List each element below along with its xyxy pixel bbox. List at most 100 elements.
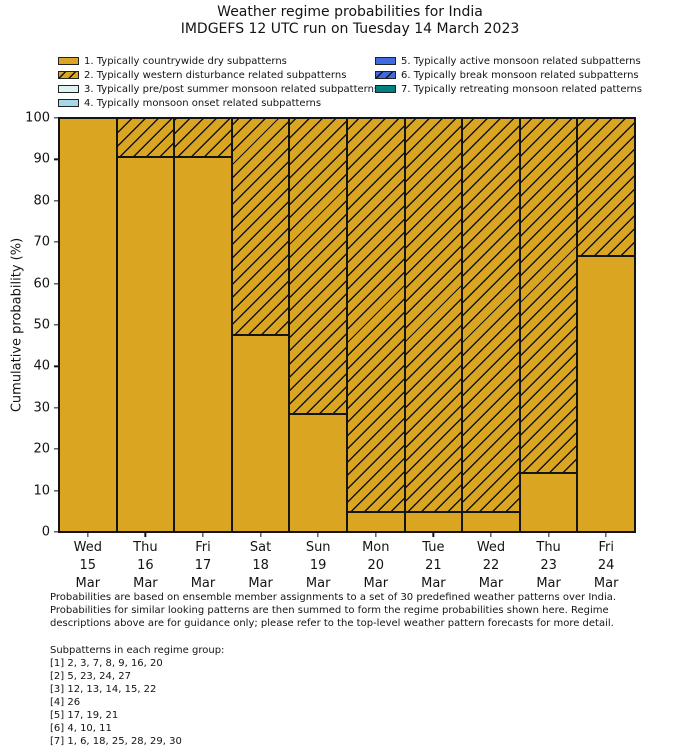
x-tick-label-day: Thu <box>133 540 158 555</box>
legend-item-6: 6. Typically break monsoon related subpa… <box>375 68 642 82</box>
legend-label-7: 7. Typically retreating monsoon related … <box>401 83 642 95</box>
x-tick-label-month: Mar <box>133 576 158 591</box>
x-tick-mark <box>259 532 262 537</box>
y-tick-label-70: 70 <box>33 234 50 250</box>
bar-segment-regime-2 <box>116 118 175 158</box>
plot-area: Wed 15 Mar Thu 16 Mar Fri 17 Mar Sat 18 Mar Sun 19 Mar… <box>25 111 636 591</box>
y-tick-label-100: 100 <box>25 110 50 126</box>
y-axis-title: Cumulative probability (%) <box>9 237 25 413</box>
chart-title: Weather regime probabilities for India I… <box>0 4 700 38</box>
legend-swatch-4-icon <box>58 99 79 107</box>
legend-label-1: 1. Typically countrywide dry subpatterns <box>84 55 287 67</box>
subpatterns-row-3: [3] 12, 13, 14, 15, 22 <box>50 684 157 695</box>
legend-column-2: 5. Typically active monsoon related subp… <box>375 54 642 96</box>
subpatterns-row-4: [4] 26 <box>50 697 81 708</box>
legend-column-1: 1. Typically countrywide dry subpatterns… <box>58 54 379 110</box>
bar-sat-18 <box>231 118 290 532</box>
bar-segment-regime-2 <box>347 118 405 513</box>
x-tick-label-wed-15: Wed 15 Mar <box>59 539 117 593</box>
bar-segment-regime-2 <box>519 118 578 473</box>
y-tick-mark <box>54 282 59 285</box>
x-tick-label-month: Mar <box>248 576 273 591</box>
x-tick-mark <box>605 532 607 537</box>
x-tick-label-date: 17 <box>194 558 212 573</box>
y-tick-label-10: 10 <box>33 483 50 499</box>
x-tick-mark <box>547 532 550 537</box>
x-tick-label-date: 18 <box>252 558 269 573</box>
y-tick-label-30: 30 <box>33 400 50 416</box>
legend-label-4: 4. Typically monsoon onset related subpa… <box>84 97 322 109</box>
y-tick-label-90: 90 <box>33 151 50 167</box>
x-tick-mark <box>87 532 89 537</box>
subpatterns-row-6: [6] 4, 10, 11 <box>50 723 112 734</box>
bar-segment-regime-2 <box>289 118 347 414</box>
subpatterns-row-7: [7] 1, 6, 18, 25, 28, 29, 30 <box>50 736 182 747</box>
x-tick-label-day: Mon <box>362 540 390 555</box>
bar-segment-regime-2 <box>174 118 232 158</box>
y-tick-mark <box>54 365 59 368</box>
x-tick-label-day: Sat <box>249 540 272 555</box>
x-tick-label-date: 15 <box>79 558 97 573</box>
subpatterns-row-5: [5] 17, 19, 21 <box>50 710 119 721</box>
legend-item-5: 5. Typically active monsoon related subp… <box>375 54 642 68</box>
legend-label-6: 6. Typically break monsoon related subpa… <box>401 69 639 81</box>
y-tick-mark <box>54 241 59 243</box>
bar-segment-regime-1 <box>404 512 463 532</box>
x-tick-label-month: Mar <box>363 576 389 591</box>
bar-segment-regime-1 <box>59 118 117 532</box>
x-tick-label-date: 23 <box>540 558 557 573</box>
bar-segment-regime-2 <box>577 118 635 256</box>
bar-segment-regime-1 <box>577 255 635 532</box>
legend-swatch-7-icon <box>375 85 396 93</box>
x-tick-label-day: Tue <box>422 540 445 555</box>
x-tick-label-fri-17: Fri 17 Mar <box>174 539 232 593</box>
x-tick-label-thu-16: Thu 16 Mar <box>117 539 175 593</box>
x-tick-label-wed-22: Wed 22 Mar <box>462 539 520 593</box>
y-tick-label-20: 20 <box>33 441 50 457</box>
x-tick-label-day: Sun <box>305 540 331 555</box>
y-tick-label-80: 80 <box>33 193 50 209</box>
y-tick-label-40: 40 <box>33 358 50 374</box>
x-tick-label-month: Mar <box>190 576 216 591</box>
bar-segment-regime-2 <box>462 118 520 513</box>
chart-title-line2: IMDGEFS 12 UTC run on Tuesday 14 March 2… <box>180 21 520 37</box>
bar-thu-23 <box>519 118 578 532</box>
x-tick-mark <box>144 532 147 537</box>
footnote-line-3: descriptions above are for guidance only… <box>50 618 614 629</box>
x-tick-label-date: 20 <box>367 558 385 573</box>
x-tick-label-date: 19 <box>309 558 327 573</box>
bar-segment-regime-1 <box>231 334 290 532</box>
legend-item-2: 2. Typically western disturbance related… <box>58 68 375 82</box>
bar-mon-20 <box>347 118 405 532</box>
bar-fri-17 <box>174 118 232 532</box>
legend-label-2: 2. Typically western disturbance related… <box>84 69 347 81</box>
x-tick-label-month: Mar <box>536 576 561 591</box>
x-tick-label-date: 22 <box>482 558 500 573</box>
bar-segment-regime-1 <box>347 512 405 532</box>
y-tick-mark <box>54 117 59 119</box>
legend-swatch-2-icon <box>58 71 79 79</box>
x-tick-label-fri-24: Fri 24 Mar <box>577 539 635 593</box>
x-tick-label-sun-19: Sun 19 Mar <box>289 539 347 593</box>
bar-sun-19 <box>289 118 347 532</box>
x-tick-label-month: Mar <box>75 576 101 591</box>
legend-label-3: 3. Typically pre/post summer monsoon rel… <box>84 83 380 95</box>
footnote-line-2: Probabilities for similar looking patter… <box>50 605 609 616</box>
y-tick-mark <box>54 407 59 409</box>
x-tick-mark <box>490 532 492 537</box>
legend-swatch-3-icon <box>58 85 79 93</box>
subpatterns-row-1: [1] 2, 3, 7, 8, 9, 16, 20 <box>50 658 163 669</box>
x-tick-label-tue-21: Tue 21 Mar <box>405 539 463 593</box>
legend-swatch-5-icon <box>375 57 396 65</box>
x-tick-label-day: Fri <box>195 540 211 555</box>
y-tick-mark <box>54 158 59 161</box>
x-tick-label-sat-18: Sat 18 Mar <box>232 539 290 593</box>
x-tick-label-month: Mar <box>478 576 504 591</box>
x-tick-label-day: Wed <box>73 540 102 555</box>
subpatterns-row-2: [2] 5, 23, 24, 27 <box>50 671 131 682</box>
subpatterns-heading: Subpatterns in each regime group: <box>50 645 225 656</box>
x-tick-label-date: 16 <box>137 558 154 573</box>
y-tick-mark <box>54 200 59 202</box>
bar-segment-regime-1 <box>462 512 520 532</box>
